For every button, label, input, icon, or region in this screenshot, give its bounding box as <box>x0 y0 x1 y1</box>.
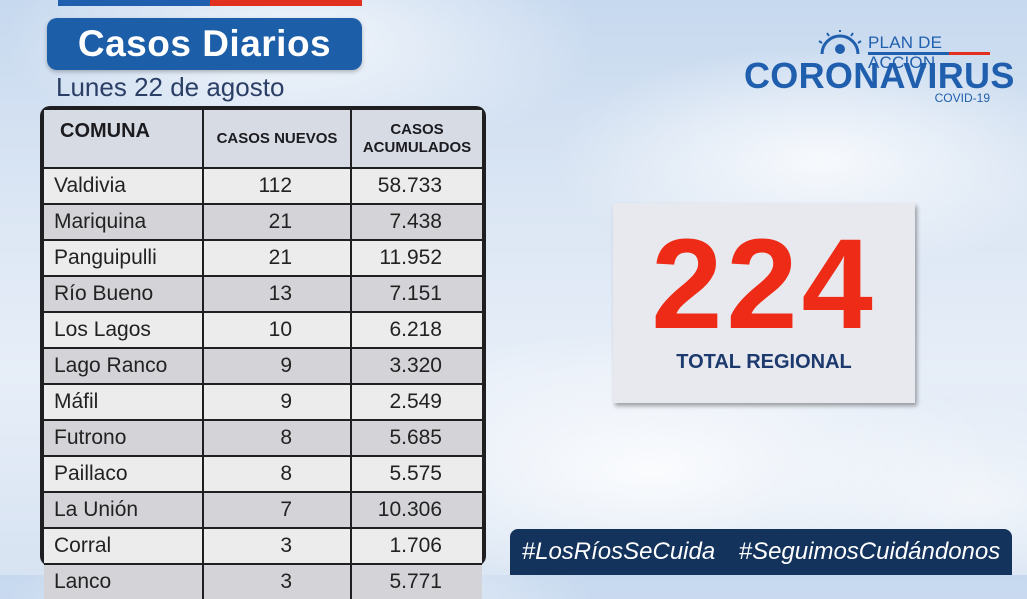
cell-casos-acumulados: 3.320 <box>351 347 482 384</box>
cell-comuna: Valdivia <box>44 167 204 204</box>
table-row: Valdivia 112 58.733 <box>44 167 482 204</box>
cell-casos-acumulados: 10.306 <box>351 491 482 528</box>
header-casos-acumulados: CASOS ACUMULADOS <box>351 110 482 168</box>
cell-comuna: La Unión <box>44 491 204 528</box>
cases-table-container: COMUNA CASOS NUEVOS CASOS ACUMULADOS Val… <box>40 106 486 599</box>
sun-icon <box>818 30 862 54</box>
cell-comuna: Los Lagos <box>44 311 204 348</box>
cell-casos-acumulados: 5.575 <box>351 455 482 492</box>
cell-casos-acumulados: 1.706 <box>351 527 482 564</box>
cell-comuna: Paillaco <box>44 455 204 492</box>
coronavirus-plan-logo: PLAN DE ACCIÓN CORONAVIRUS COVID-19 <box>744 28 1014 108</box>
header-casos-acumulados-line2: ACUMULADOS <box>362 138 472 156</box>
logo-flag-red <box>949 52 990 55</box>
cell-casos-nuevos: 9 <box>203 347 352 384</box>
cell-casos-acumulados: 7.151 <box>351 275 482 312</box>
cell-comuna: Máfil <box>44 383 204 420</box>
table-row: Los Lagos 10 6.218 <box>44 311 482 348</box>
cell-casos-nuevos: 3 <box>203 527 352 564</box>
hashtag-los-rios: #LosRíosSeCuida <box>521 538 716 565</box>
cell-casos-nuevos: 13 <box>203 275 352 312</box>
total-regional-card: 224 TOTAL REGIONAL <box>613 203 915 403</box>
table-row: Máfil 9 2.549 <box>44 383 482 420</box>
total-value: 224 <box>651 213 877 356</box>
title-banner: Casos Diarios <box>47 18 362 70</box>
cell-casos-acumulados: 58.733 <box>351 167 482 204</box>
cell-casos-nuevos: 21 <box>203 203 352 240</box>
table-row: Corral 3 1.706 <box>44 527 482 564</box>
cell-casos-acumulados: 2.549 <box>351 383 482 420</box>
logo-covid-text: COVID-19 <box>934 91 990 105</box>
cell-casos-nuevos: 8 <box>203 419 352 456</box>
flag-blue-segment <box>58 0 210 6</box>
hashtag-seguimos: #SeguimosCuidándonos <box>738 538 1001 565</box>
cell-casos-nuevos: 7 <box>203 491 352 528</box>
table-row: Lanco 3 5.771 <box>44 563 482 599</box>
table-header-row: COMUNA CASOS NUEVOS CASOS ACUMULADOS <box>44 110 482 168</box>
cell-casos-nuevos: 112 <box>203 167 352 204</box>
logo-flag-line <box>868 52 990 55</box>
cell-comuna: Río Bueno <box>44 275 204 312</box>
cell-comuna: Mariquina <box>44 203 204 240</box>
cell-comuna: Futrono <box>44 419 204 456</box>
table-row: Mariquina 21 7.438 <box>44 203 482 240</box>
page-title: Casos Diarios <box>77 23 332 64</box>
header-comuna: COMUNA <box>44 110 204 168</box>
table-row: Panguipulli 21 11.952 <box>44 239 482 276</box>
cell-casos-acumulados: 11.952 <box>351 239 482 276</box>
total-label: TOTAL REGIONAL <box>676 351 852 373</box>
logo-flag-blue <box>868 52 950 55</box>
cell-casos-nuevos: 21 <box>203 239 352 276</box>
cell-casos-acumulados: 5.771 <box>351 563 482 599</box>
cell-casos-nuevos: 8 <box>203 455 352 492</box>
date-subtitle: Lunes 22 de agosto <box>56 72 285 102</box>
table-row: Lago Ranco 9 3.320 <box>44 347 482 384</box>
logo-plan-text: PLAN DE ACCIÓN <box>868 33 943 72</box>
cell-casos-nuevos: 9 <box>203 383 352 420</box>
flag-red-segment <box>210 0 362 6</box>
cell-casos-acumulados: 7.438 <box>351 203 482 240</box>
header-casos-nuevos: CASOS NUEVOS <box>203 110 352 168</box>
cell-comuna: Lago Ranco <box>44 347 204 384</box>
hashtag-banner: #LosRíosSeCuida #SeguimosCuidándonos <box>510 529 1012 575</box>
cell-comuna: Lanco <box>44 563 204 599</box>
cell-comuna: Panguipulli <box>44 239 204 276</box>
cell-casos-acumulados: 5.685 <box>351 419 482 456</box>
table-row: La Unión 7 10.306 <box>44 491 482 528</box>
cell-casos-nuevos: 3 <box>203 563 352 599</box>
table-row: Paillaco 8 5.575 <box>44 455 482 492</box>
top-flag-bar <box>58 0 362 6</box>
table-row: Futrono 8 5.685 <box>44 419 482 456</box>
cell-casos-acumulados: 6.218 <box>351 311 482 348</box>
header-casos-acumulados-line1: CASOS <box>390 120 444 138</box>
cases-table: COMUNA CASOS NUEVOS CASOS ACUMULADOS Val… <box>44 110 482 599</box>
table-row: Río Bueno 13 7.151 <box>44 275 482 312</box>
logo-coronavirus-text: CORONAVIRUS <box>744 55 1015 96</box>
cell-casos-nuevos: 10 <box>203 311 352 348</box>
cell-comuna: Corral <box>44 527 204 564</box>
